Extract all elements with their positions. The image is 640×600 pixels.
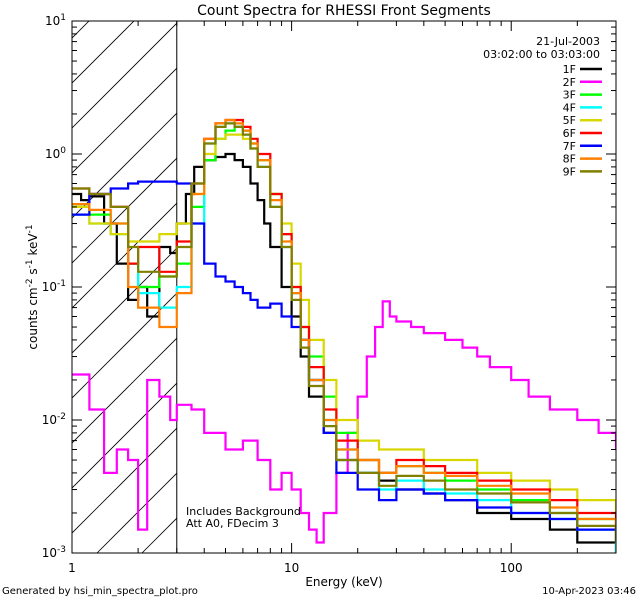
hatch-line [232,0,640,553]
legend-label: 2F [563,76,576,89]
y-axis-ticks: 10-3 10-2 10-1 100 101 [42,13,616,560]
y-tick-label: 100 [45,146,66,161]
legend-label: 6F [563,127,576,140]
legend-label: 1F [563,63,576,76]
legend-label: 4F [563,101,576,114]
x-tick-label: 1 [68,561,76,575]
x-tick-label: 10 [284,561,299,575]
annotation-background: Includes Background [186,505,301,518]
hatch-line [72,382,177,489]
y-tick-label: 101 [45,13,66,28]
series-8F [72,118,616,538]
y-tick-label: 10-2 [42,412,66,427]
legend-label: 8F [563,153,576,166]
legend-date: 21-Jul-2003 [536,35,600,48]
series-5F [72,133,616,513]
hatch-line [72,67,177,174]
hatched-region [72,0,640,553]
series-9F [72,122,616,543]
hatch-line [72,21,90,39]
y-axis-label: counts cm-2 s-1 keV-1 [25,224,40,349]
hatch-line [72,22,177,129]
hatch-line [72,202,177,309]
hatch-line [72,247,177,354]
x-axis-label: Energy (keV) [305,575,382,589]
footer-generator: Generated by hsi_min_spectra_plot.pro [2,586,198,597]
legend-time-range: 03:02:00 to 03:03:00 [483,48,600,61]
hatch-line [96,472,177,553]
legend-label: 9F [563,165,576,178]
footer-timestamp: 10-Apr-2023 03:46 [542,586,636,597]
y-tick-label: 10-1 [42,279,66,294]
hatch-line [72,427,177,534]
legend-label: 7F [563,140,576,153]
legend-label: 3F [563,89,576,102]
hatch-line [72,337,177,444]
series-2F [72,300,616,544]
x-tick-label: 100 [500,561,523,575]
legend-label: 5F [563,114,576,127]
y-tick-label: 10-3 [42,545,66,560]
x-axis-ticks: 1 10 100 [68,21,617,575]
chart-title: Count Spectra for RHESSI Front Segments [197,3,491,19]
series-7F [72,180,616,543]
annotation-attenuator: Att A0, FDecim 3 [186,517,279,530]
series-layer [72,118,616,553]
